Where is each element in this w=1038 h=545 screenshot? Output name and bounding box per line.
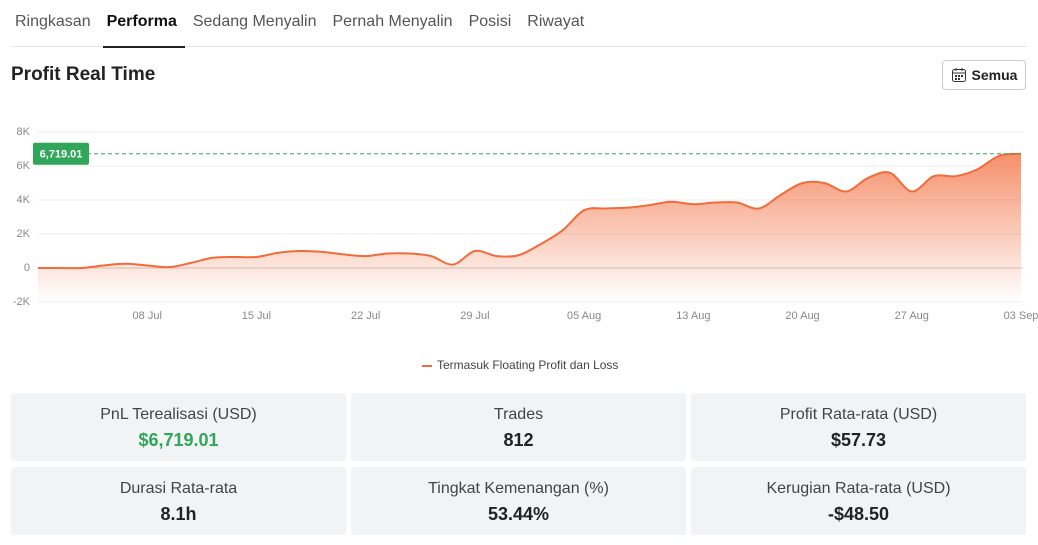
reference-badge [33, 142, 89, 165]
calendar-icon [951, 68, 966, 82]
y-tick-label: -2K [13, 296, 31, 308]
tab[interactable]: Pernah Menyalin [332, 13, 453, 30]
stat-label: Profit Rata-rata (USD) [779, 406, 938, 423]
stat-value: $57.73 [830, 430, 887, 450]
x-tick-label: 05 Aug [567, 310, 601, 322]
stat-value: $6,719.01 [138, 430, 219, 450]
line [37, 152, 1022, 270]
stat-label: Trades [493, 406, 544, 423]
stat-label: PnL Terealisasi (USD) [100, 406, 257, 423]
stat-card: Kerugian Rata-rata (USD) -$48.50 [691, 467, 1026, 535]
y-tick-label: 0 [24, 262, 30, 274]
filter-label: Semua [971, 67, 1018, 83]
x-tick-label: 03 Sep [1004, 310, 1038, 322]
stats-grid: PnL Terealisasi (USD) $6,719.01 Trades 812 P… [11, 393, 1027, 535]
legend-label: Termasuk Floating Profit dan Loss [437, 358, 618, 372]
section-title: Profit Real Time [11, 64, 156, 85]
x-tick-label: 13 Aug [676, 310, 710, 322]
stat-card: Durasi Rata-rata 8.1h [11, 467, 346, 535]
area [38, 153, 1021, 302]
y-tick-label: 6K [17, 160, 31, 172]
stat-label: Durasi Rata-rata [119, 480, 238, 497]
y-tick-label: 8K [17, 126, 31, 138]
x-tick-label: 22 Jul [351, 310, 380, 322]
stat-value: -$48.50 [827, 504, 890, 524]
stat-card: Trades 812 [351, 393, 686, 461]
stat-value: 812 [503, 430, 534, 450]
y-tick-label: 4K [17, 194, 31, 206]
stat-label: Tingkat Kemenangan (%) [428, 480, 609, 497]
x-tick-label: 27 Aug [895, 310, 929, 322]
stat-value: 53.44% [487, 504, 550, 524]
chart: -2K 0 2K 4K 6K 8K 08 Jul 15 Jul 22 Jul 29 Jul 05 A… [13, 126, 1038, 372]
y-tick-label: 2K [17, 228, 31, 240]
tab[interactable]: Ringkasan [15, 13, 91, 30]
tab[interactable]: Posisi [468, 13, 512, 30]
stat-card: PnL Terealisasi (USD) $6,719.01 [11, 393, 346, 461]
tab[interactable]: Performa [102, 0, 185, 48]
x-tick-label: 20 Aug [785, 310, 819, 322]
stat-label: Kerugian Rata-rata (USD) [766, 480, 951, 497]
tab[interactable]: Sedang Menyalin [192, 13, 317, 30]
x-tick-label: 29 Jul [460, 310, 489, 322]
filter-button[interactable]: Semua [942, 60, 1026, 90]
reference-label: 6,719.01 [40, 149, 83, 161]
stat-card: Tingkat Kemenangan (%) 53.44% [351, 467, 686, 535]
x-tick-label: 15 Jul [242, 310, 271, 322]
stat-card: Profit Rata-rata (USD) $57.73 [691, 393, 1026, 461]
tab[interactable]: Riwayat [527, 13, 585, 30]
tab-bar: Ringkasan Performa Sedang Menyalin Pernah M… [11, 0, 1027, 48]
stat-value: 8.1h [160, 504, 197, 524]
x-tick-label: 08 Jul [133, 310, 162, 322]
